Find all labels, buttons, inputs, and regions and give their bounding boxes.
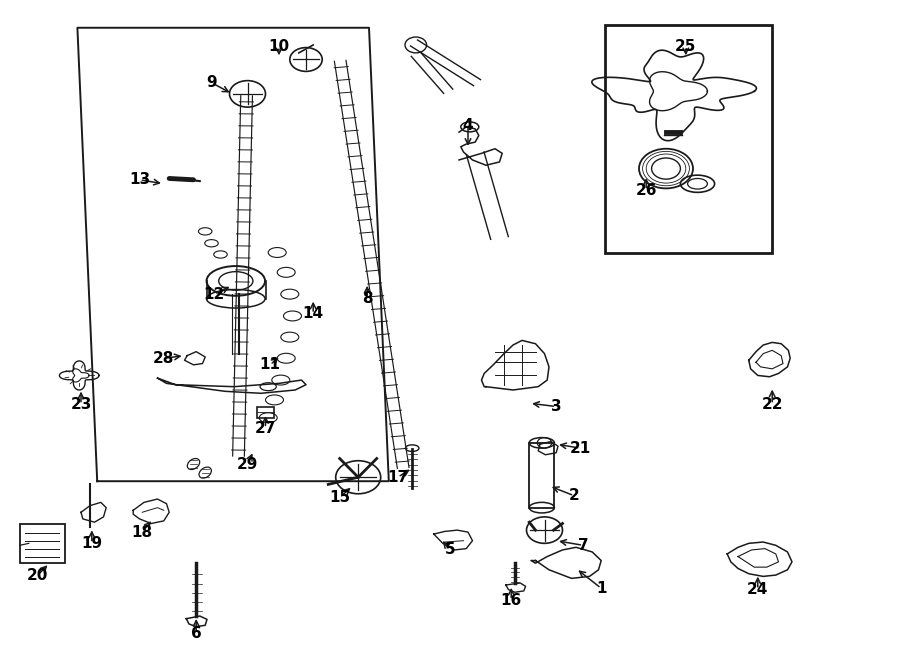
Text: 3: 3: [551, 399, 562, 414]
Text: 7: 7: [578, 538, 589, 553]
Text: 16: 16: [500, 593, 522, 607]
Text: 14: 14: [302, 307, 324, 321]
Text: 10: 10: [268, 39, 290, 54]
Text: 6: 6: [191, 626, 202, 641]
Text: 23: 23: [70, 397, 92, 412]
Bar: [605, 25, 772, 253]
Text: 2: 2: [569, 488, 580, 503]
Text: 9: 9: [206, 75, 217, 90]
Text: 11: 11: [259, 358, 281, 372]
Bar: [257, 407, 274, 418]
Text: 20: 20: [27, 568, 49, 582]
Text: 12: 12: [203, 287, 225, 301]
Text: 5: 5: [445, 543, 455, 557]
Text: 19: 19: [81, 536, 103, 551]
Text: 18: 18: [131, 525, 153, 539]
Text: 8: 8: [362, 292, 373, 306]
Text: 25: 25: [675, 39, 697, 54]
Text: 13: 13: [129, 173, 150, 187]
Text: 27: 27: [255, 421, 276, 436]
Text: 24: 24: [747, 582, 769, 597]
Text: 17: 17: [387, 470, 409, 485]
Text: 1: 1: [596, 581, 607, 596]
Bar: [529, 443, 554, 508]
Text: 28: 28: [153, 351, 175, 366]
Text: 26: 26: [635, 183, 657, 198]
Text: 4: 4: [463, 118, 473, 133]
Text: 21: 21: [570, 441, 591, 455]
Text: 15: 15: [329, 490, 351, 504]
Text: 29: 29: [237, 457, 258, 471]
Text: 22: 22: [761, 397, 783, 412]
Bar: [20, 524, 65, 563]
